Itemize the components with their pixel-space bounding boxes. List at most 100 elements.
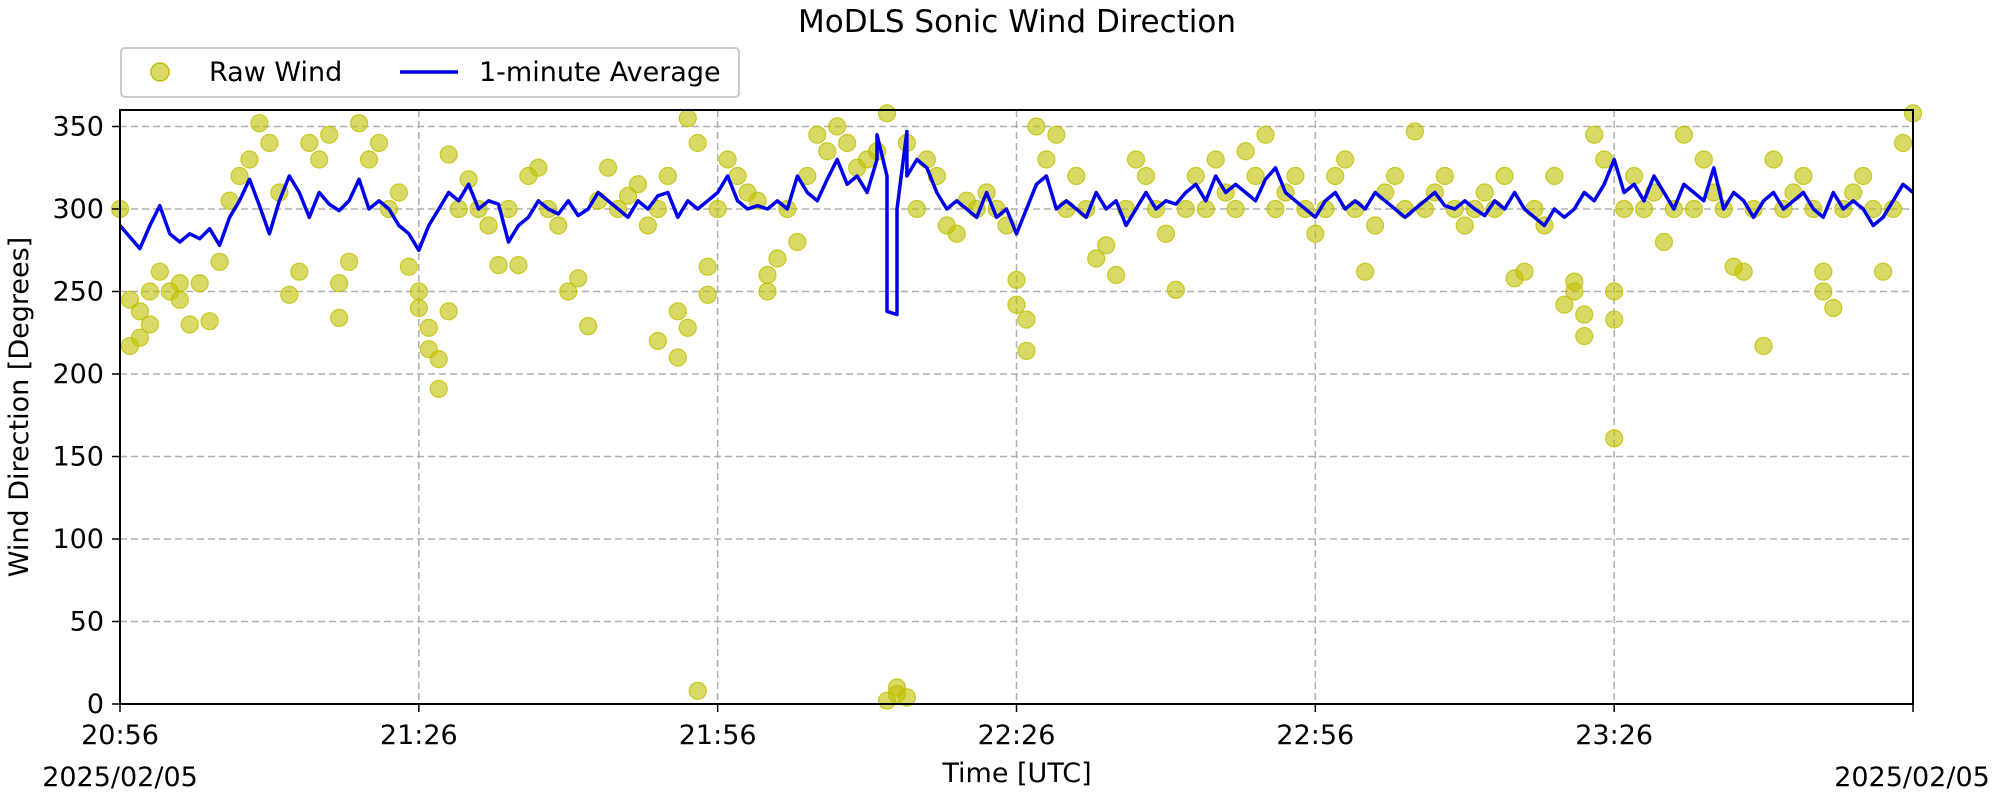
raw-wind-point [170,290,189,309]
raw-wind-point [947,224,966,243]
raw-wind-point [1545,166,1564,186]
y-axis-label: Wind Direction [Degrees] [4,237,35,577]
raw-wind-point [688,681,707,700]
raw-wind-point [1684,199,1703,219]
raw-wind-point [529,158,548,177]
raw-wind-point [1764,150,1783,169]
x-axis-label: Time [UTC] [941,758,1091,789]
raw-wind-point [1405,122,1425,141]
y-tick-label: 0 [87,689,104,720]
raw-wind-point [389,183,409,202]
raw-wind-point [549,216,568,235]
raw-wind-point [200,312,219,331]
raw-wind-point [369,133,389,153]
raw-wind-point [190,274,209,293]
raw-wind-point [708,199,727,219]
raw-wind-point [170,274,189,293]
raw-wind-point [489,256,508,275]
raw-wind-point [1246,166,1265,186]
raw-wind-point [1475,183,1494,202]
raw-wind-point [439,145,458,164]
raw-wind-point [150,262,169,281]
raw-wind-points [110,104,1923,710]
raw-wind-point [1017,341,1036,360]
raw-wind-point [1794,166,1813,186]
y-tick-label: 200 [52,359,104,390]
raw-wind-point [1037,150,1056,169]
raw-wind-point [439,302,458,321]
raw-wind-point [1097,236,1116,255]
raw-wind-point [1814,282,1833,301]
raw-wind-point [828,117,847,136]
x-tick-label: 22:56 [1276,720,1354,751]
raw-wind-point [1624,166,1644,186]
raw-wind-point [1874,262,1893,281]
raw-wind-point [1027,117,1046,136]
chart-title: MoDLS Sonic Wind Direction [798,4,1236,40]
y-tick-label: 150 [52,442,104,473]
raw-wind-point [678,318,697,337]
raw-wind-point [120,290,140,309]
raw-wind-point [1306,224,1325,243]
date-label-right: 2025/02/05 [1834,762,1990,793]
raw-wind-point [638,216,658,235]
raw-wind-point [1126,150,1146,169]
raw-wind-point [758,282,777,301]
x-tick-label: 23:26 [1575,720,1653,751]
raw-wind-point [300,133,319,153]
raw-wind-point [1824,298,1843,318]
grid-lines [120,110,1913,704]
raw-wind-point [1286,166,1305,186]
raw-wind-point [698,257,717,276]
raw-wind-point [140,315,159,334]
raw-wind-point [1007,295,1026,314]
raw-wind-point [1256,125,1275,144]
y-tick-label: 50 [70,607,104,638]
raw-wind-point [240,150,259,169]
x-tick-label: 21:26 [380,720,458,751]
raw-wind-point [310,150,329,169]
raw-wind-point [768,249,787,268]
raw-wind-point [718,150,737,169]
raw-wind-point [1047,125,1066,144]
legend-raw-wind-marker [150,62,170,82]
raw-wind-point [419,318,438,337]
raw-wind-point [698,285,717,304]
raw-wind-point [1754,336,1773,356]
raw-wind-point [1435,166,1454,186]
raw-wind-point [1654,232,1674,252]
raw-wind-point [1067,166,1086,186]
raw-wind-point [907,199,926,219]
raw-wind-point [618,186,638,205]
raw-wind-point [429,350,448,369]
raw-wind-point [1605,282,1624,301]
raw-wind-point [280,285,299,304]
raw-wind-point [509,256,528,275]
raw-wind-point [818,142,837,161]
raw-wind-point [1605,429,1624,448]
y-tick-label: 350 [52,112,104,143]
raw-wind-point [838,133,857,153]
raw-wind-point [1395,199,1415,219]
raw-wind-point [1615,199,1634,219]
raw-wind-point [1336,150,1355,169]
raw-wind-point [399,257,418,276]
raw-wind-point [1365,216,1385,235]
raw-wind-point [668,302,687,321]
raw-wind-point [409,298,428,318]
raw-wind-point [1525,199,1544,219]
raw-wind-point [658,166,677,186]
raw-wind-point [1634,199,1654,219]
date-label-left: 2025/02/05 [42,762,198,793]
raw-wind-point [340,252,359,271]
raw-wind-point [688,133,707,153]
raw-wind-point [1674,125,1693,144]
raw-wind-point [429,379,448,398]
raw-wind-point [628,175,648,194]
raw-wind-point [1156,224,1176,243]
raw-wind-point [330,274,349,293]
raw-wind-point [648,331,668,351]
legend-raw-wind-label: Raw Wind [209,57,342,88]
average-line-group [118,129,1915,317]
raw-wind-point [598,158,618,177]
